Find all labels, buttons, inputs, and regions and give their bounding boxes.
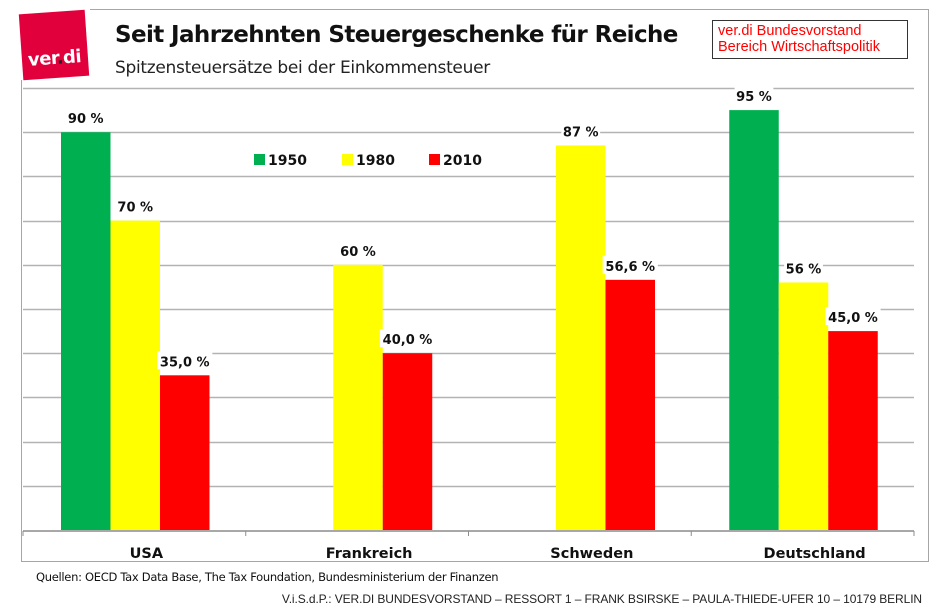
bar-2010-usa: [160, 375, 210, 530]
data-label: 95 %: [736, 90, 772, 105]
bar-2010-frankreich: [382, 353, 433, 530]
data-label: 90 %: [68, 112, 104, 127]
frame-top-border: [90, 9, 929, 10]
imprint: V.i.S.d.P.: VER.DI BUNDESVORSTAND – RESS…: [281, 592, 922, 606]
bars: [61, 110, 878, 530]
bar-1980-usa: [110, 220, 160, 530]
bar-1980-frankreich: [333, 264, 383, 530]
data-label: 60 %: [340, 245, 376, 260]
chart-subtitle: Spitzensteuersätze bei der Einkommensteu…: [115, 58, 490, 78]
data-label: 70 %: [117, 201, 153, 216]
x-tick-label: Frankreich: [326, 546, 413, 562]
bar-1980-deutschland: [778, 282, 829, 530]
x-axis: USA Frankreich Schweden Deutschland: [22, 530, 915, 562]
data-label-bg: [734, 86, 774, 105]
x-tick-label: Schweden: [550, 546, 633, 562]
data-label-bg: [157, 351, 213, 370]
data-label: 45,0 %: [828, 311, 878, 326]
publisher-note: ver.di Bundesvorstand Bereich Wirtschaft…: [712, 20, 908, 59]
data-label-bg: [379, 329, 436, 348]
data-label: 40,0 %: [383, 333, 433, 348]
chart-title: Seit Jahrzehnten Steuergeschenke für Rei…: [115, 22, 678, 48]
data-label: 87 %: [563, 125, 599, 140]
bar-2010-deutschland: [828, 331, 878, 530]
publisher-note-line1: ver.di Bundesvorstand: [718, 23, 862, 39]
data-label-bg: [338, 240, 378, 259]
x-tick-label: USA: [130, 546, 164, 562]
bar-1950-usa: [61, 132, 111, 530]
data-label-bg: [561, 121, 601, 140]
legend-item-bg: [425, 150, 505, 168]
data-labels: 90 % 70 % 35,0 % 60 % 40,0 % 87 % 56,6 % 95 % 56…: [66, 86, 881, 370]
legend-swatch-2010: [429, 154, 440, 165]
data-label-bg: [115, 196, 155, 215]
legend-item-bg: [250, 150, 330, 168]
data-label-bg: [66, 108, 106, 127]
bar-1980-schweden: [556, 145, 606, 530]
data-label-bg: [784, 258, 823, 277]
bar-2010-schweden: [605, 279, 655, 530]
chart-frame: [21, 9, 929, 562]
data-label: 35,0 %: [160, 355, 210, 370]
legend-label-1980: 1980: [356, 153, 395, 169]
data-label-bg: [825, 307, 881, 326]
data-label: 56,6 %: [605, 260, 655, 275]
legend-swatch-1950: [254, 154, 265, 165]
bar-1950-deutschland: [729, 110, 779, 530]
legend-item-bg: [338, 150, 418, 168]
legend-label-2010: 2010: [443, 153, 482, 169]
data-label: 56 %: [786, 262, 822, 277]
source-note: Quellen: OECD Tax Data Base, The Tax Fou…: [36, 570, 499, 584]
legend-label-1950: 1950: [268, 153, 307, 169]
frame-left-border: [21, 80, 22, 562]
x-tick-label: Deutschland: [764, 546, 866, 562]
data-label-bg: [602, 255, 658, 274]
legend: 1950 1980 2010: [250, 150, 505, 169]
publisher-note-line2: Bereich Wirtschaftspolitik: [718, 39, 880, 55]
legend-swatch-1980: [342, 154, 353, 165]
